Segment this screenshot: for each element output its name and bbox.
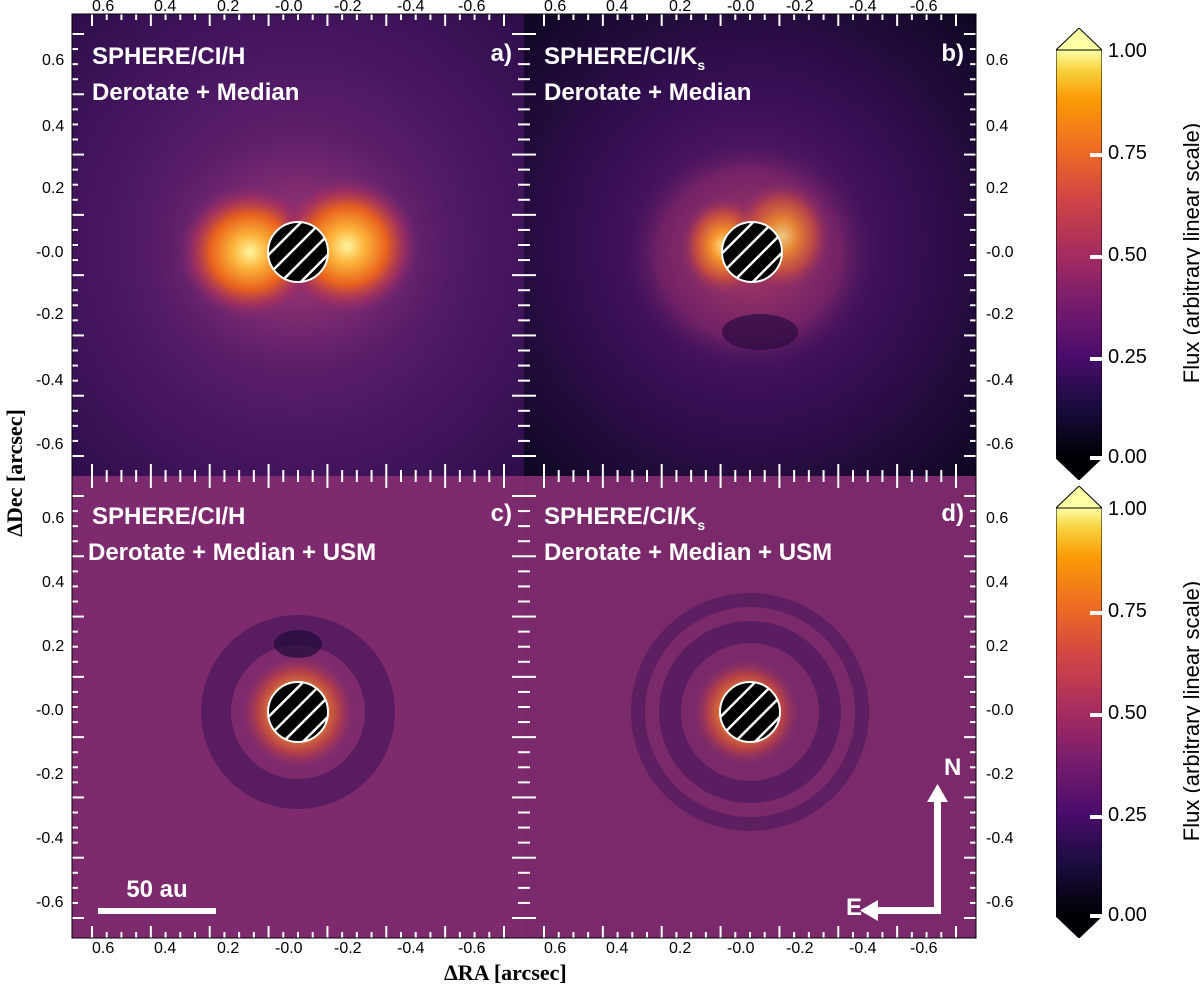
x-tick: 0.6 <box>544 0 567 15</box>
cbar-tick: 0.50 <box>1108 244 1147 266</box>
x-tick: -0.6 <box>910 940 938 957</box>
x-tick: 0.2 <box>217 940 240 957</box>
scalebar: 50 au <box>98 876 216 914</box>
x-tick: -0.4 <box>397 0 425 15</box>
y-tick: 0.2 <box>986 180 1009 197</box>
y-tick: -0.6 <box>36 894 64 911</box>
panel-a-processing: Derotate + Median <box>92 79 300 106</box>
cbar-tick: 0.00 <box>1108 904 1147 926</box>
y-tick: -0.0 <box>986 702 1014 719</box>
panel-c-letter: c) <box>490 500 512 527</box>
panel-a-image: SPHERE/CI/H Derotate + Median a) <box>72 14 524 476</box>
y-tick: -0.2 <box>36 306 64 323</box>
y-tick: -0.0 <box>36 702 64 719</box>
y-tick: 0.2 <box>42 180 65 197</box>
y-tick: -0.2 <box>36 766 64 783</box>
scalebar-label: 50 au <box>126 876 188 903</box>
panel-b-processing: Derotate + Median <box>544 79 752 106</box>
x-tick: -0.4 <box>849 940 877 957</box>
panel-a-instrument: SPHERE/CI/H <box>92 43 246 70</box>
y-tick: -0.0 <box>986 244 1014 261</box>
scalebar-line <box>98 908 216 914</box>
y-tick: 0.2 <box>986 638 1009 655</box>
x-tick: -0.0 <box>275 0 303 15</box>
panel-d-image: SPHERE/CI/Ks Derotate + Median + USM d) … <box>524 476 976 938</box>
y-tick: 0.4 <box>986 574 1009 591</box>
x-tick: -0.6 <box>458 0 486 15</box>
x-tick: 0.6 <box>544 940 567 957</box>
x-tick: 0.2 <box>669 940 692 957</box>
panel-b-instrument: SPHERE/CI/K <box>544 43 698 70</box>
cbar-tick: 0.50 <box>1108 702 1147 724</box>
x-tick: -0.0 <box>727 940 755 957</box>
y-tick: 0.4 <box>42 118 65 135</box>
compass-east: E <box>846 894 863 921</box>
cbar-tick: 1.00 <box>1108 40 1147 62</box>
cbar-tick: 0.25 <box>1108 804 1147 826</box>
y-tick: 0.4 <box>42 574 65 591</box>
x-tick: -0.4 <box>397 940 425 957</box>
x-tick: 0.6 <box>92 0 115 15</box>
x-tick: -0.2 <box>334 940 362 957</box>
panel-d-letter: d) <box>941 500 964 527</box>
x-tick: 0.4 <box>606 940 629 957</box>
cbar-tick: 0.75 <box>1108 142 1147 164</box>
y-tick: -0.2 <box>986 766 1014 783</box>
y-tick: 0.6 <box>986 510 1009 527</box>
panel-c-instrument: SPHERE/CI/H <box>92 503 246 530</box>
y-tick: -0.4 <box>36 830 64 847</box>
coronagraph-mask <box>721 221 783 283</box>
panel-b-image: SPHERE/CI/Ks Derotate + Median b) <box>524 14 976 476</box>
x-tick: -0.6 <box>458 940 486 957</box>
y-tick: -0.4 <box>986 830 1014 847</box>
cbar-tick: 0.00 <box>1108 446 1147 468</box>
y-tick: 0.6 <box>42 52 65 69</box>
cbar-tick: 0.25 <box>1108 346 1147 368</box>
x-tick: 0.2 <box>669 0 692 15</box>
x-tick: 0.4 <box>154 0 177 15</box>
x-tick: 0.6 <box>92 940 115 957</box>
x-tick: -0.4 <box>849 0 877 15</box>
y-tick: -0.4 <box>36 372 64 389</box>
x-tick: -0.2 <box>786 940 814 957</box>
x-tick: -0.2 <box>334 0 362 15</box>
panel-d-instrument: SPHERE/CI/K <box>544 503 698 530</box>
compass-north: N <box>944 754 962 781</box>
coronagraph-mask <box>267 221 329 283</box>
panel-b-instrument-sub: s <box>697 56 706 73</box>
x-tick: -0.0 <box>727 0 755 15</box>
coronagraph-mask <box>719 681 781 743</box>
panel-d-instrument-sub: s <box>697 516 706 533</box>
colorbar-top-label: Flux (arbitrary linear scale) <box>1179 122 1200 384</box>
coronagraph-mask <box>267 681 329 743</box>
colorbar-top <box>1056 28 1102 480</box>
y-tick: -0.6 <box>986 894 1014 911</box>
colorbar-bottom <box>1056 486 1102 938</box>
colorbar-bottom-label: Flux (arbitrary linear scale) <box>1179 580 1200 842</box>
y-tick: -0.6 <box>36 436 64 453</box>
x-tick: -0.6 <box>910 0 938 15</box>
y-tick: 0.6 <box>986 52 1009 69</box>
cbar-tick: 1.00 <box>1108 498 1147 520</box>
panel-c-processing: Derotate + Median + USM <box>88 539 377 566</box>
x-tick: -0.2 <box>786 0 814 15</box>
cbar-tick: 0.75 <box>1108 600 1147 622</box>
x-tick: 0.4 <box>154 940 177 957</box>
panel-b-letter: b) <box>941 40 964 67</box>
y-tick: -0.6 <box>986 436 1014 453</box>
y-tick: 0.6 <box>42 510 65 527</box>
x-tick: 0.4 <box>606 0 629 15</box>
y-tick: 0.2 <box>42 638 65 655</box>
panel-c-image: SPHERE/CI/H Derotate + Median + USM c) 5… <box>72 476 524 938</box>
panel-d-processing: Derotate + Median + USM <box>544 539 833 566</box>
y-tick: -0.0 <box>36 244 64 261</box>
x-tick: -0.0 <box>275 940 303 957</box>
panel-a-letter: a) <box>490 40 512 67</box>
y-tick: -0.4 <box>986 372 1014 389</box>
y-tick: 0.4 <box>986 118 1009 135</box>
x-tick: 0.2 <box>217 0 240 15</box>
y-axis-title: ΔDec [arcsec] <box>2 409 27 537</box>
y-tick: -0.2 <box>986 306 1014 323</box>
x-axis-title: ΔRA [arcsec] <box>444 960 567 985</box>
